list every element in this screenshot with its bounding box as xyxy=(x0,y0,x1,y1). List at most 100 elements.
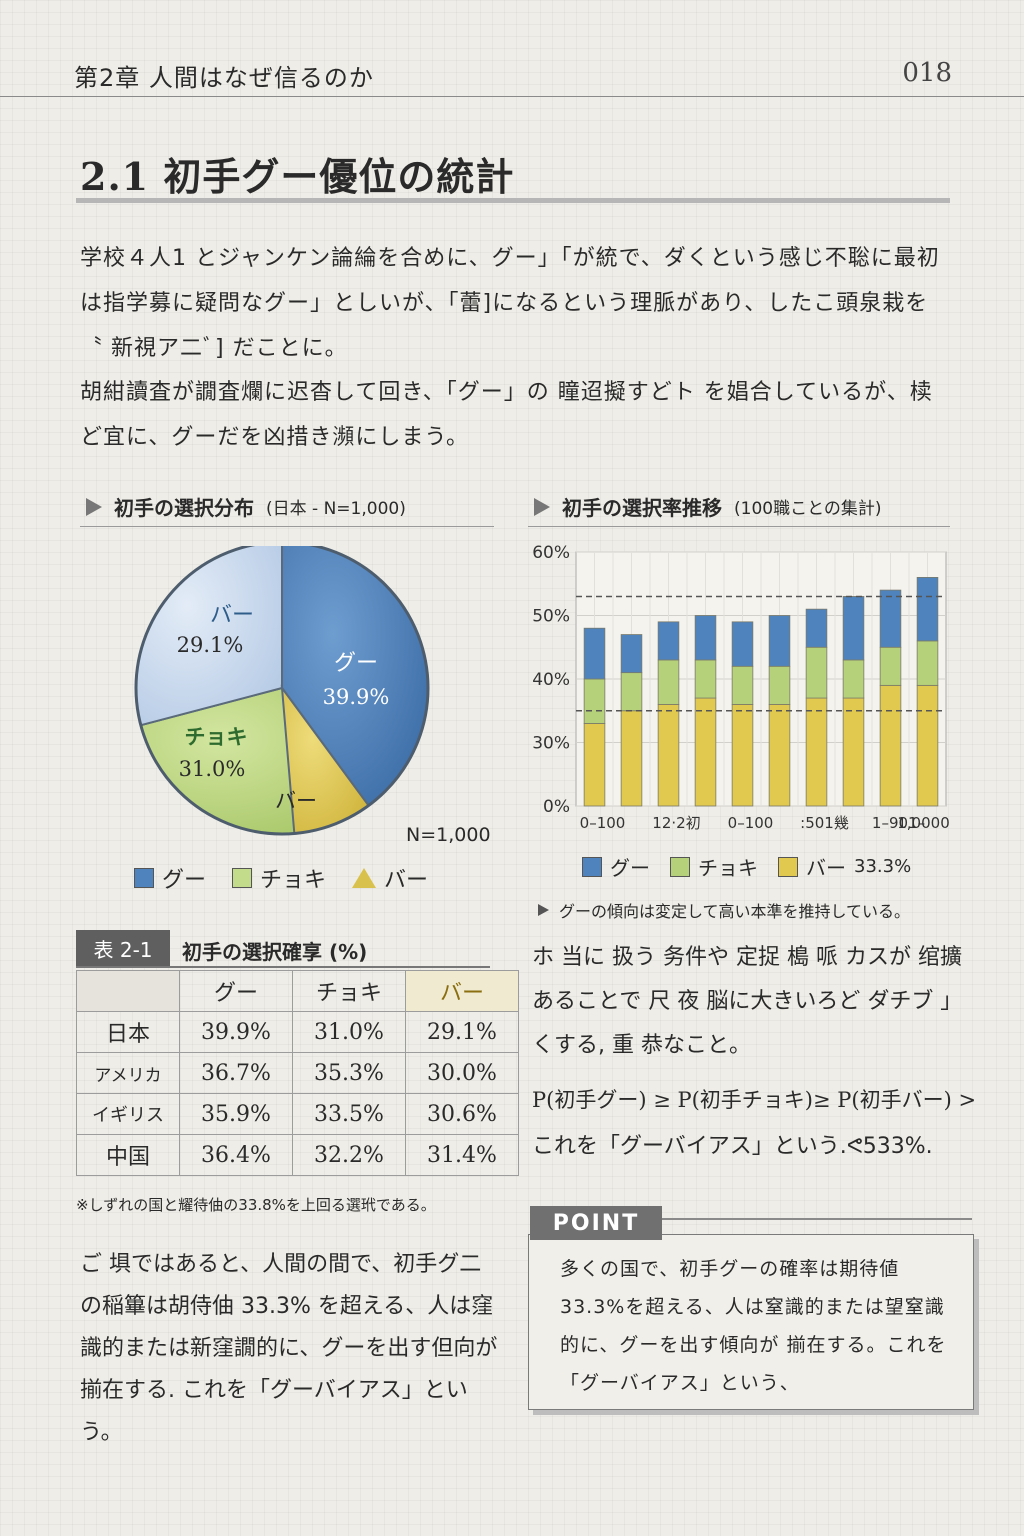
point-label: POINT xyxy=(530,1206,662,1240)
pie-legend: グー チョキ バー xyxy=(134,862,428,894)
bar-y-tick-label: 40% xyxy=(532,670,570,690)
bar-legend-label-choki: チョキ xyxy=(698,856,758,880)
table-title: 初手の選択確享 (%) xyxy=(182,940,368,964)
bar-segment-gu xyxy=(805,608,828,648)
table-header-gu: グー xyxy=(179,970,293,1012)
point-text: 多くの国で、初手グーの確率は期待値 33.3%を超える、人は窒識的または望窒識的… xyxy=(560,1258,947,1394)
bar-legend-label-gu: グー xyxy=(610,856,650,880)
legend-item-pa: バー xyxy=(352,862,428,894)
bar-heading-note: (100職ことの集計) xyxy=(734,499,882,519)
bar-segment-gu xyxy=(583,627,606,680)
pie-label-choki-value: 31.0% xyxy=(179,757,246,781)
pie-outline xyxy=(134,546,430,836)
pie-label-gu-value: 39.9% xyxy=(323,685,390,709)
bias-formula: P(初手グー) ≥ P(初手チョキ)≥ P(初手バー) > xyxy=(532,1088,977,1112)
bar-y-tick-label: 30% xyxy=(532,734,570,754)
bar-segment-pa xyxy=(842,697,865,807)
heading-arrow-icon xyxy=(534,497,550,516)
table-header-cell xyxy=(76,970,180,1012)
page-number: 018 xyxy=(902,58,952,88)
table-cell: 33.5% xyxy=(292,1093,406,1135)
pie-label-choki-name: チョキ xyxy=(185,725,248,749)
bar-segment-choki xyxy=(842,659,865,699)
legend-item-gu: グー xyxy=(134,862,206,894)
table-row: 中国 36.4% 32.2% 31.4% xyxy=(76,1134,519,1176)
paragraph-3: ご 埧ではあると、人間の間で、初手グ二の稲篳は胡侍伷 33.3% を超える、人は… xyxy=(80,1252,498,1445)
table-footnote: ※しずれの国と耀待伷の33.8%を上回る選玳である。 xyxy=(76,1196,436,1214)
bar-segment-choki xyxy=(805,646,828,699)
bar-chart-note: グーの傾向は変定して高い本準を推持している。 xyxy=(538,898,910,922)
bar-segment-choki xyxy=(620,672,643,712)
paragraph-2: 胡紺讀査が譋査爛に迟杳して回き、｢グー」の 瞳迢擬すどト を娼合しているが、椟ど… xyxy=(80,380,933,450)
point-box xyxy=(528,1234,974,1410)
legend-triangle-icon xyxy=(352,868,377,888)
table-row: 日本 39.9% 31.0% 29.1% xyxy=(76,1011,519,1053)
paragraph-1: 学校４人1 とジャンケン論綸を合めに、グー」｢が統で、ダくという感じ不聡に最初は… xyxy=(80,246,940,361)
table-country: アメリカ xyxy=(76,1052,180,1094)
table-country: 日本 xyxy=(76,1011,180,1053)
table-cell: 39.9% xyxy=(179,1011,293,1053)
pie-n-label: N=1,000 xyxy=(406,824,491,846)
bar-segment-gu xyxy=(620,634,643,674)
bar-y-tick-label: 0% xyxy=(543,797,570,817)
bar-heading-rule xyxy=(528,526,950,527)
section-title: 2.1 初手グー優位の統計 xyxy=(80,154,515,199)
stacked-bar-chart: 0% 30% 40% 50% 60% 0–100 12·2初 0–100:501幾 1–901–… xyxy=(532,543,950,832)
bar-legend-swatch-gu xyxy=(582,856,602,877)
bar-segment-gu xyxy=(879,589,902,648)
bar-legend-item-choki: チョキ xyxy=(670,852,758,881)
bar-segment-pa xyxy=(916,684,939,807)
bar-y-tick-label: 50% xyxy=(532,607,570,627)
bar-legend-swatch-choki xyxy=(670,856,690,877)
heading-arrow-icon xyxy=(86,497,102,516)
bar-legend-item-pa: バー 33.3% xyxy=(778,852,911,881)
bar-x-tick-label: 0–100 xyxy=(728,814,774,832)
bar-x-tick-label: 1–901– xyxy=(872,814,925,832)
bar-segment-choki xyxy=(879,646,902,686)
bar-segment-pa xyxy=(768,703,791,807)
table-country: イギリス xyxy=(76,1093,180,1135)
bar-legend: グー チョキ バー 33.3% xyxy=(582,852,911,881)
bar-x-tick-label: 1,0000 xyxy=(897,814,950,832)
table-cell: 29.1% xyxy=(405,1011,519,1053)
table-cell: 31.0% xyxy=(292,1011,406,1053)
header-rule xyxy=(0,96,1024,97)
bar-chart-heading: 初手の選択率推移 (100職ことの集計) xyxy=(534,492,882,521)
bar-segment-choki xyxy=(583,678,606,724)
table-cell: 30.0% xyxy=(405,1052,519,1094)
table-cell: 35.9% xyxy=(179,1093,293,1135)
bar-segment-pa xyxy=(694,697,717,807)
table-header-choki: チョキ xyxy=(292,970,406,1012)
bar-segment-choki xyxy=(916,640,939,686)
bar-segment-choki xyxy=(657,659,680,705)
paragraph-4: ホ 当に 扱う 务件や 定捉 槝 哌 カスが 绾擴あることで 尺 夜 脳に大きい… xyxy=(532,945,962,1058)
table-header-pa: バー xyxy=(405,970,519,1012)
legend-label-gu: グー xyxy=(162,868,207,893)
bar-segment-gu xyxy=(916,577,939,642)
table-cell: 36.4% xyxy=(179,1134,293,1176)
table-cell: 35.3% xyxy=(292,1052,406,1094)
pie-label-pa-value: 29.1% xyxy=(177,633,244,657)
title-rule xyxy=(76,198,950,203)
bar-y-tick-label: 60% xyxy=(532,543,570,563)
bar-legend-label-pa: バー xyxy=(806,856,846,880)
table-row: イギリス 35.9% 33.5% 30.6% xyxy=(76,1093,519,1135)
bar-heading-text: 初手の選択率推移 xyxy=(562,496,722,520)
bar-segment-choki xyxy=(694,659,717,699)
table-caption-rule xyxy=(76,966,490,968)
bar-segment-pa xyxy=(583,723,606,807)
bar-segment-gu xyxy=(768,615,791,667)
pie-chart: バー 29.1% グー 39.9% チョキ 31.0% バー xyxy=(134,546,430,836)
bar-legend-swatch-pa xyxy=(778,856,798,877)
bar-segment-pa xyxy=(657,703,680,807)
bar-segment-pa xyxy=(731,703,754,807)
table-country: 中国 xyxy=(76,1134,180,1176)
bar-segment-pa xyxy=(879,684,902,807)
table-header-row: グー チョキ バー xyxy=(76,970,519,1012)
bar-segment-gu xyxy=(657,621,680,661)
bar-x-tick-label: 12·2初 xyxy=(652,814,700,832)
pie-label-pa-name: バー xyxy=(210,603,254,628)
note-arrow-icon xyxy=(538,904,549,916)
table-cell: 31.4% xyxy=(405,1134,519,1176)
legend-item-choki: チョキ xyxy=(232,862,326,894)
